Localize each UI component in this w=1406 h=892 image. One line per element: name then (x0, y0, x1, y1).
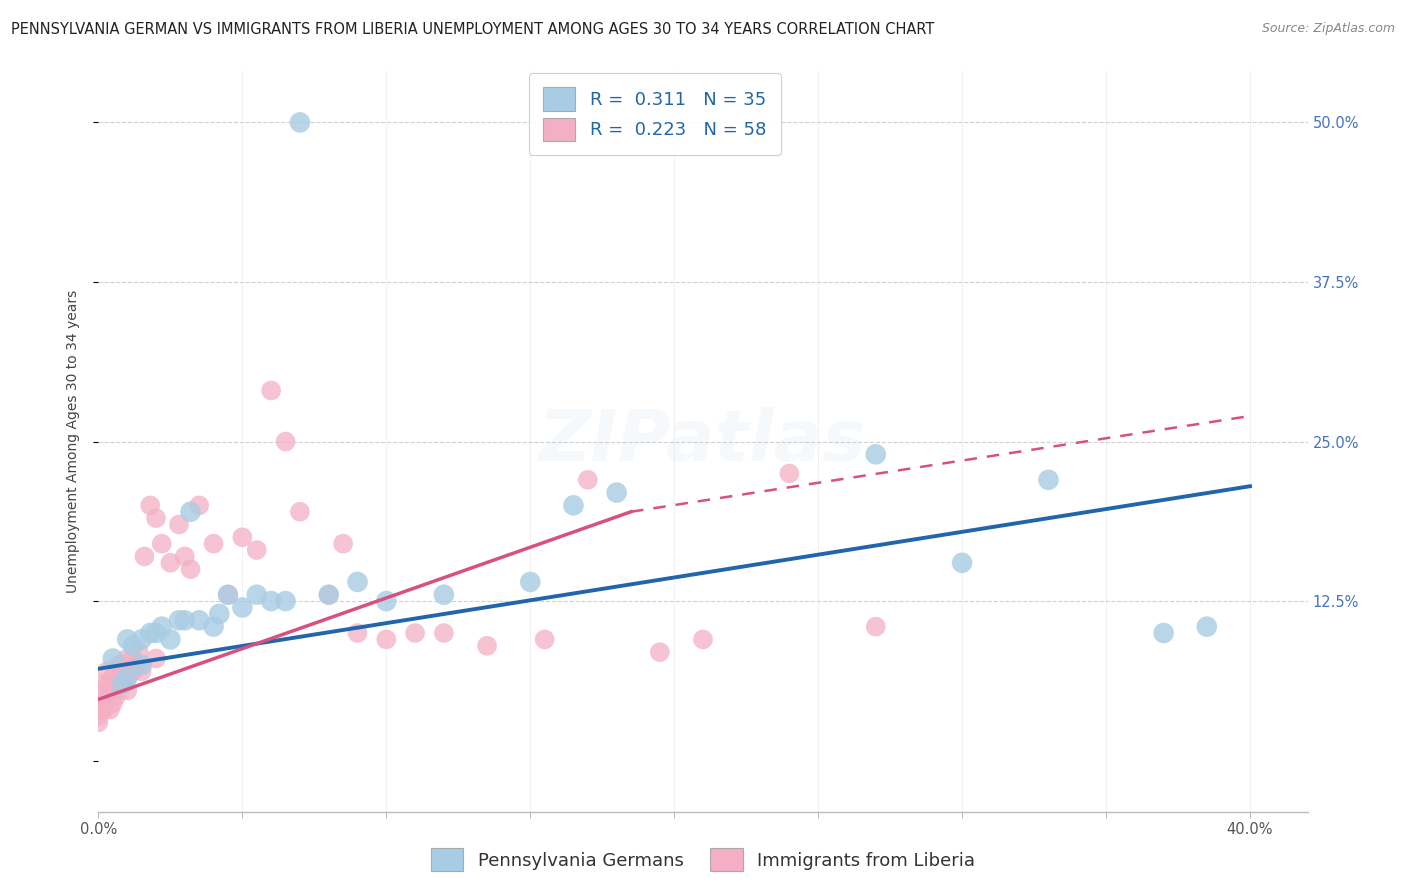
Point (87, 715, 110, 730)
Point (648, 645, 671, 659)
Point (318, 588, 340, 602)
Point (115, 683, 138, 698)
Point (865, 619, 887, 633)
Point (606, 485, 628, 500)
Point (101, 696, 124, 710)
Point (217, 588, 239, 602)
Point (101, 671, 124, 685)
Point (122, 651, 145, 665)
Point (288, 505, 311, 519)
Point (134, 549, 156, 564)
Point (346, 574, 368, 589)
Point (1038, 473, 1060, 487)
Point (159, 556, 181, 570)
Point (107, 671, 129, 685)
Point (288, 115, 311, 129)
Point (217, 588, 239, 602)
Point (202, 536, 225, 550)
Point (778, 467, 800, 481)
Point (131, 632, 153, 647)
Point (110, 677, 132, 691)
Point (104, 690, 127, 704)
Point (433, 588, 456, 602)
Point (231, 530, 253, 544)
Point (231, 600, 253, 615)
Point (260, 384, 283, 398)
Point (332, 536, 354, 550)
Point (110, 657, 132, 672)
Text: Source: ZipAtlas.com: Source: ZipAtlas.com (1261, 22, 1395, 36)
Point (188, 613, 211, 627)
Legend: R =  0.311   N = 35, R =  0.223   N = 58: R = 0.311 N = 35, R = 0.223 N = 58 (529, 73, 780, 155)
Point (115, 671, 138, 685)
Point (122, 639, 145, 653)
Point (87, 709, 110, 723)
Point (692, 632, 714, 647)
Point (122, 665, 145, 679)
Point (865, 447, 887, 461)
Point (173, 549, 195, 564)
Point (90, 703, 112, 717)
Point (96, 665, 118, 679)
Point (375, 632, 398, 647)
Point (404, 626, 426, 640)
Point (145, 511, 167, 525)
Point (93, 703, 115, 717)
Point (159, 632, 181, 647)
Point (167, 613, 190, 627)
Point (128, 645, 150, 659)
Point (475, 639, 498, 653)
Point (131, 665, 153, 679)
Point (107, 657, 129, 672)
Text: PENNSYLVANIA GERMAN VS IMMIGRANTS FROM LIBERIA UNEMPLOYMENT AMONG AGES 30 TO 34 : PENNSYLVANIA GERMAN VS IMMIGRANTS FROM L… (11, 22, 935, 37)
Point (375, 594, 398, 608)
Point (98, 677, 121, 691)
Point (87, 683, 110, 698)
Point (188, 499, 211, 513)
Point (139, 626, 162, 640)
Point (246, 543, 269, 558)
Point (101, 651, 124, 665)
Point (202, 619, 225, 633)
Point (519, 574, 541, 589)
Point (1153, 626, 1175, 640)
Legend: Pennsylvania Germans, Immigrants from Liberia: Pennsylvania Germans, Immigrants from Li… (423, 841, 983, 879)
Point (274, 434, 297, 449)
Point (533, 632, 555, 647)
Point (101, 683, 124, 698)
Point (96, 690, 118, 704)
Point (167, 517, 190, 532)
Point (246, 588, 269, 602)
Point (145, 651, 167, 665)
Point (131, 657, 153, 672)
Point (93, 677, 115, 691)
Point (115, 651, 138, 665)
Point (139, 499, 162, 513)
Point (950, 556, 973, 570)
Point (562, 499, 585, 513)
Point (180, 562, 202, 576)
Point (150, 619, 173, 633)
Point (274, 594, 297, 608)
Point (150, 536, 173, 550)
Point (1195, 619, 1218, 633)
Text: ZIPatlas: ZIPatlas (540, 407, 866, 476)
Point (115, 671, 138, 685)
Point (115, 632, 138, 647)
Point (87, 696, 110, 710)
Point (98, 703, 121, 717)
Point (576, 473, 599, 487)
Point (433, 626, 456, 640)
Point (180, 505, 202, 519)
Y-axis label: Unemployment Among Ages 30 to 34 years: Unemployment Among Ages 30 to 34 years (66, 290, 80, 593)
Point (346, 626, 368, 640)
Point (145, 626, 167, 640)
Point (208, 607, 231, 621)
Point (110, 677, 132, 691)
Point (173, 613, 195, 627)
Point (112, 677, 135, 691)
Point (260, 594, 283, 608)
Point (125, 657, 148, 672)
Point (318, 588, 340, 602)
